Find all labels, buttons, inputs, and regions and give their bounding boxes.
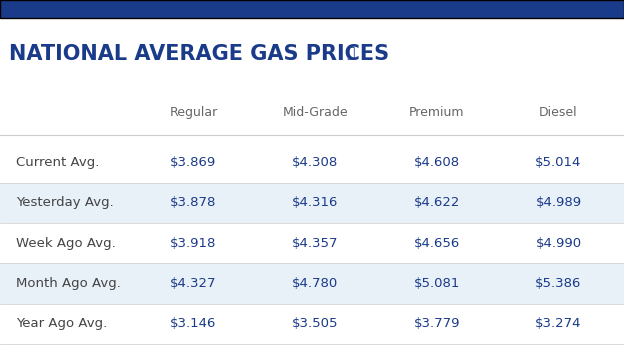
FancyBboxPatch shape [0,304,624,344]
Text: $4.357: $4.357 [292,237,338,250]
Text: Yesterday Avg.: Yesterday Avg. [16,196,114,209]
FancyBboxPatch shape [0,263,624,304]
Text: $4.780: $4.780 [292,277,338,290]
Text: NATIONAL AVERAGE GAS PRICES: NATIONAL AVERAGE GAS PRICES [9,45,389,64]
Text: Premium: Premium [409,106,464,119]
Text: ⓘ: ⓘ [346,46,354,60]
Text: Week Ago Avg.: Week Ago Avg. [16,237,115,250]
Text: $4.989: $4.989 [535,196,582,209]
Text: $4.656: $4.656 [414,237,460,250]
Text: $4.316: $4.316 [292,196,338,209]
Text: $3.146: $3.146 [170,317,217,330]
Text: Month Ago Avg.: Month Ago Avg. [16,277,120,290]
Text: $3.274: $3.274 [535,317,582,330]
Text: $4.308: $4.308 [292,156,338,169]
Text: $3.505: $3.505 [292,317,338,330]
Text: $4.990: $4.990 [535,237,582,250]
Text: Mid-Grade: Mid-Grade [282,106,348,119]
Text: $3.779: $3.779 [414,317,460,330]
FancyBboxPatch shape [0,0,624,18]
Text: Year Ago Avg.: Year Ago Avg. [16,317,107,330]
Text: $5.014: $5.014 [535,156,582,169]
FancyBboxPatch shape [0,183,624,223]
Text: $5.386: $5.386 [535,277,582,290]
Text: Current Avg.: Current Avg. [16,156,99,169]
Text: $4.608: $4.608 [414,156,460,169]
Text: Regular: Regular [169,106,218,119]
Text: $3.878: $3.878 [170,196,217,209]
FancyBboxPatch shape [0,223,624,263]
Text: $4.622: $4.622 [414,196,460,209]
Text: $5.081: $5.081 [414,277,460,290]
Text: $3.869: $3.869 [170,156,217,169]
Text: $3.918: $3.918 [170,237,217,250]
FancyBboxPatch shape [0,142,624,183]
Text: Diesel: Diesel [539,106,578,119]
Text: $4.327: $4.327 [170,277,217,290]
